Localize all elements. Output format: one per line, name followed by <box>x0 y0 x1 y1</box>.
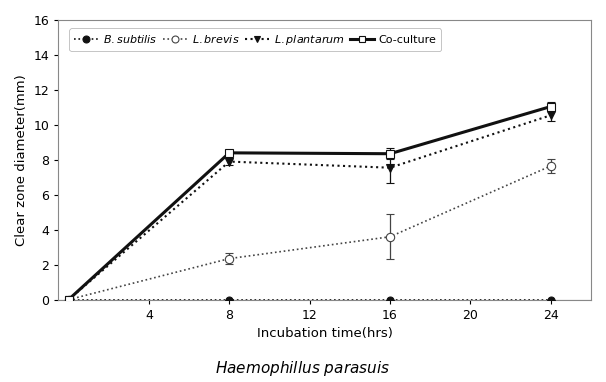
Legend: $\it{B.subtilis}$, $\it{L.brevis}$, $\it{L.plantarum}$, Co-culture: $\it{B.subtilis}$, $\it{L.brevis}$, $\it… <box>69 28 441 51</box>
Text: $\it{Haemophillus\ parasuis}$: $\it{Haemophillus\ parasuis}$ <box>216 359 390 378</box>
Y-axis label: Clear zone diameter(mm): Clear zone diameter(mm) <box>15 74 28 246</box>
X-axis label: Incubation time(hrs): Incubation time(hrs) <box>257 327 393 340</box>
